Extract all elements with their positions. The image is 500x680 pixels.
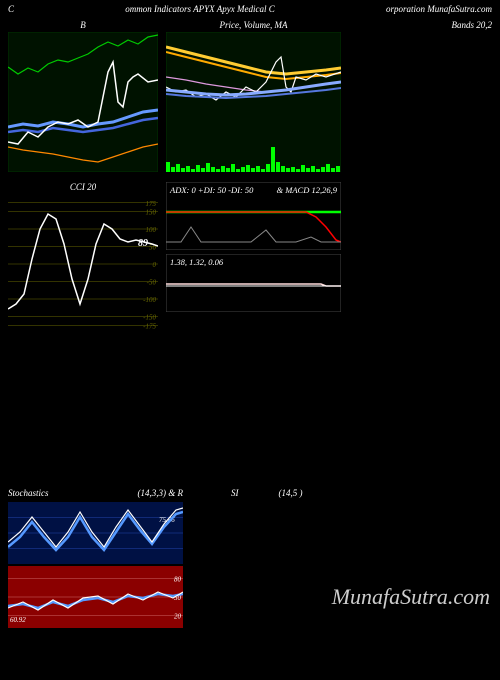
svg-text:-175: -175	[143, 322, 156, 330]
header-left: C	[8, 4, 14, 14]
svg-text:100: 100	[146, 226, 157, 234]
rsi-title-c: SI	[231, 488, 239, 498]
chart-cci-title: CCI 20	[8, 182, 158, 192]
chart-b-svg	[8, 32, 158, 172]
svg-text:-50: -50	[147, 279, 157, 287]
chart-bands: Bands 20,2	[349, 20, 492, 172]
svg-text:20: 20	[174, 613, 182, 621]
row-mid: CCI 20 175150100500-50-100-150-17589 ADX…	[0, 180, 500, 336]
chart-stoch-svg: 75.86	[8, 502, 183, 564]
row-bottom-titles: Stochastics (14,3,3) & R SI (14,5 )	[0, 486, 500, 500]
chart-b-title: B	[8, 20, 158, 30]
chart-adx-svg: ADX: 0 +DI: 50 -DI: 50 & MACD 12,26,9	[166, 182, 341, 250]
row-bottom: 75.86 80502060.92	[0, 500, 191, 630]
stoch-title-r: (14,3,3) & R	[138, 488, 184, 498]
chart-price-title: Price, Volume, MA	[166, 20, 341, 30]
stoch-title: Stochastics	[8, 488, 49, 498]
svg-text:0: 0	[153, 261, 157, 269]
watermark: MunafaSutra.com	[332, 584, 490, 610]
rsi-title-r: (14,5 )	[279, 488, 303, 498]
svg-text:89: 89	[138, 238, 148, 249]
chart-cci: CCI 20 175150100500-50-100-150-17589	[8, 182, 158, 334]
svg-text:80: 80	[174, 575, 182, 583]
chart-price-vol: Price, Volume, MA	[166, 20, 341, 172]
svg-text:ADX: 0 +DI: 50 -DI: 50: ADX: 0 +DI: 50 -DI: 50	[169, 185, 254, 195]
header-center: ommon Indicators APYX Apyx Medical C	[125, 4, 274, 14]
svg-text:-150: -150	[143, 314, 156, 322]
svg-text:150: 150	[146, 209, 157, 217]
spacer	[0, 336, 500, 486]
svg-text:& MACD 12,26,9: & MACD 12,26,9	[277, 185, 338, 195]
page-header: C ommon Indicators APYX Apyx Medical C o…	[0, 0, 500, 18]
chart-price-svg	[166, 32, 341, 172]
chart-cci-svg: 175150100500-50-100-150-17589	[8, 194, 158, 334]
svg-text:1.38, 1.32, 0.06: 1.38, 1.32, 0.06	[170, 257, 224, 267]
header-right: orporation MunafaSutra.com	[386, 4, 492, 14]
row-top: B Price, Volume, MA Bands 20,2	[0, 18, 500, 174]
chart-adx-macd: ADX: 0 +DI: 50 -DI: 50 & MACD 12,26,9 1.3…	[166, 182, 341, 334]
chart-b: B	[8, 20, 158, 172]
svg-text:175: 175	[146, 200, 157, 208]
chart-rsi-svg: 80502060.92	[8, 566, 183, 628]
svg-text:60.92: 60.92	[10, 616, 26, 624]
svg-text:-100: -100	[143, 296, 156, 304]
chart-macd-svg: 1.38, 1.32, 0.06	[166, 254, 341, 312]
chart-bands-title: Bands 20,2	[349, 20, 492, 30]
